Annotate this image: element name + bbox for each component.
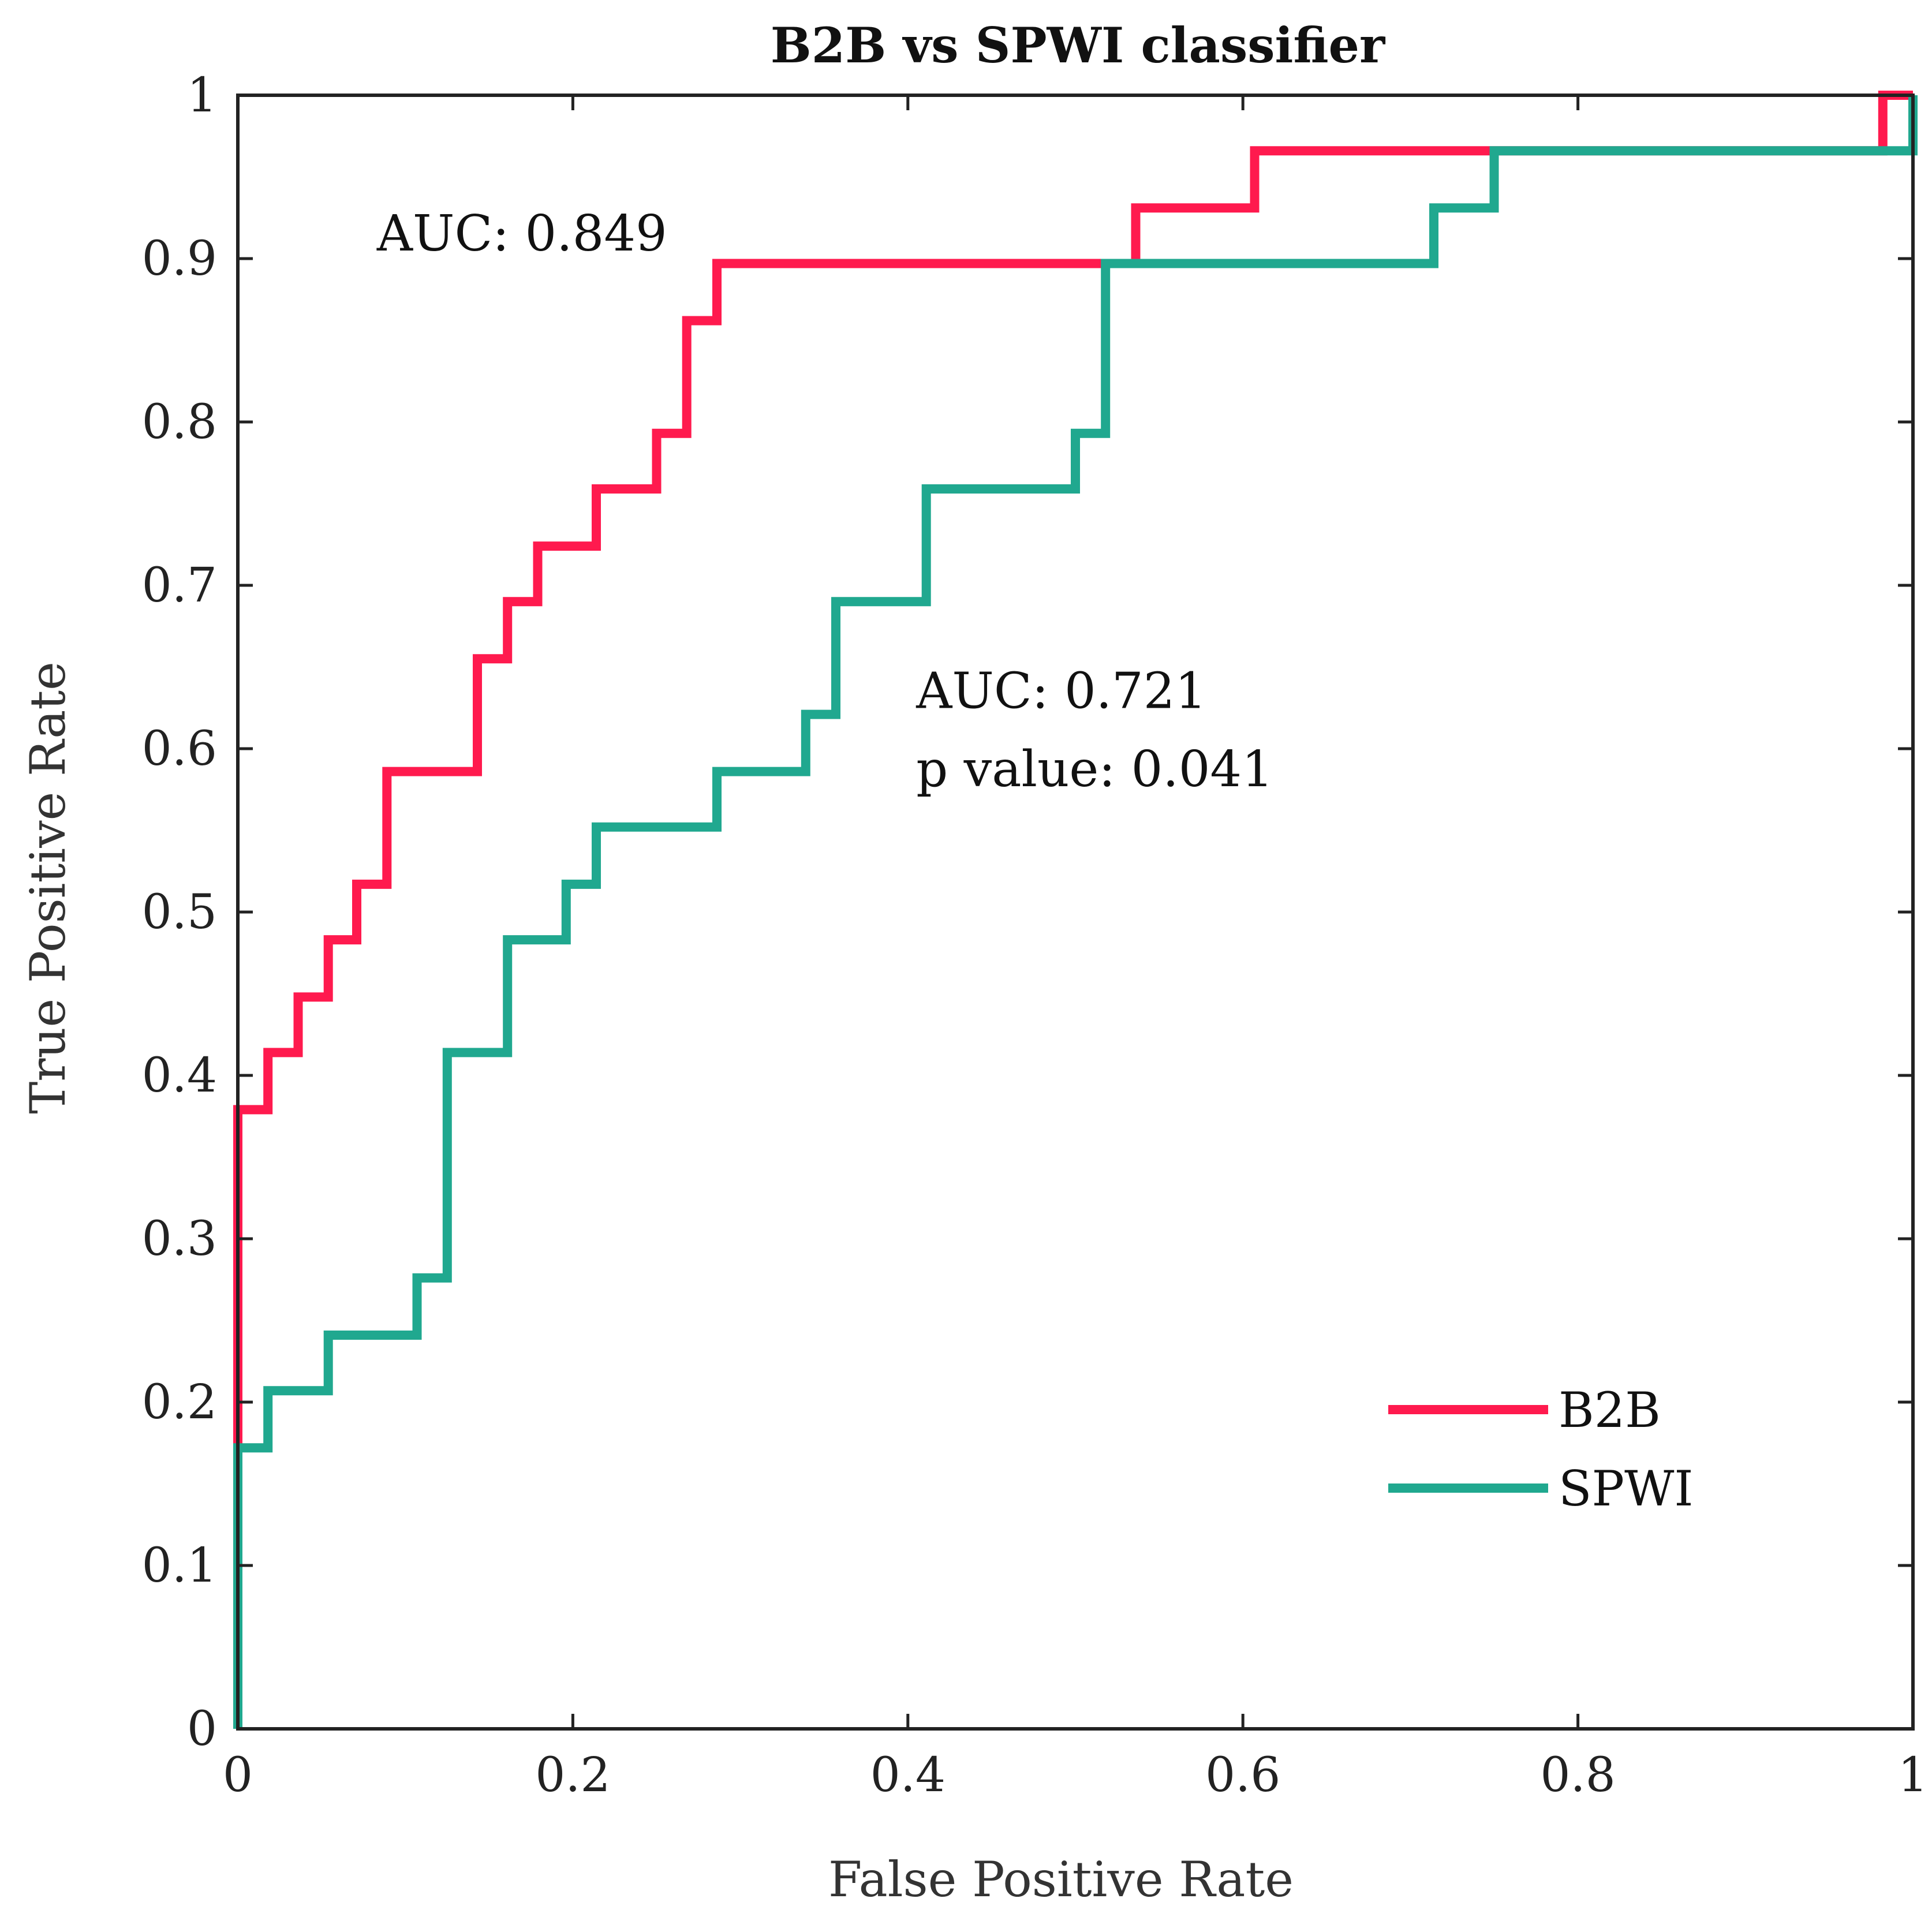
annotation-text: AUC: 0.849 (376, 205, 667, 263)
series-layer (233, 91, 1918, 1729)
annotation-text: AUC: 0.721 (915, 662, 1206, 720)
series-line-spwi (233, 95, 1918, 1729)
annotations: AUC: 0.849 AUC: 0.721 p value: 0.041 (376, 205, 1273, 798)
annotation-text: p value: 0.041 (916, 741, 1273, 798)
y-tick-label: 0.5 (142, 885, 217, 940)
legend: B2B SPWI (1388, 1382, 1694, 1517)
y-tick-labels: 0 0.1 0.2 0.3 0.4 0.5 0.6 0.7 0.8 0.9 1 (142, 68, 217, 1757)
y-tick-label: 0.3 (142, 1212, 217, 1266)
x-tick-label: 0.8 (1540, 1748, 1615, 1803)
x-tick-label: 0 (223, 1748, 253, 1803)
y-tick-label: 0.2 (142, 1375, 217, 1430)
plot-frame (236, 94, 1915, 1731)
chart-title: B2B vs SPWI classifier (771, 17, 1386, 74)
legend-label-spwi: SPWI (1559, 1460, 1694, 1517)
y-tick-label: 0.9 (142, 231, 217, 286)
y-axis-label: True Positive Rate (20, 662, 76, 1114)
x-tick-label: 1 (1898, 1748, 1928, 1803)
x-tick-labels: 0 0.2 0.4 0.6 0.8 1 (223, 1748, 1928, 1803)
x-tick-label: 0.4 (870, 1748, 946, 1803)
x-tick-label: 0.6 (1205, 1748, 1280, 1803)
legend-label-b2b: B2B (1559, 1382, 1661, 1438)
x-tick-label: 0.2 (535, 1748, 610, 1803)
y-tick-label: 0.7 (142, 558, 217, 613)
x-axis-label: False Positive Rate (828, 1851, 1294, 1908)
y-tick-label: 1 (187, 68, 217, 123)
y-tick-label: 0.8 (142, 395, 217, 450)
y-tick-label: 0.6 (142, 722, 217, 776)
y-tick-label: 0 (187, 1702, 217, 1757)
y-tick-label: 0.1 (142, 1538, 217, 1593)
series-line-b2b (233, 91, 1913, 1729)
y-tick-label: 0.4 (142, 1048, 217, 1103)
